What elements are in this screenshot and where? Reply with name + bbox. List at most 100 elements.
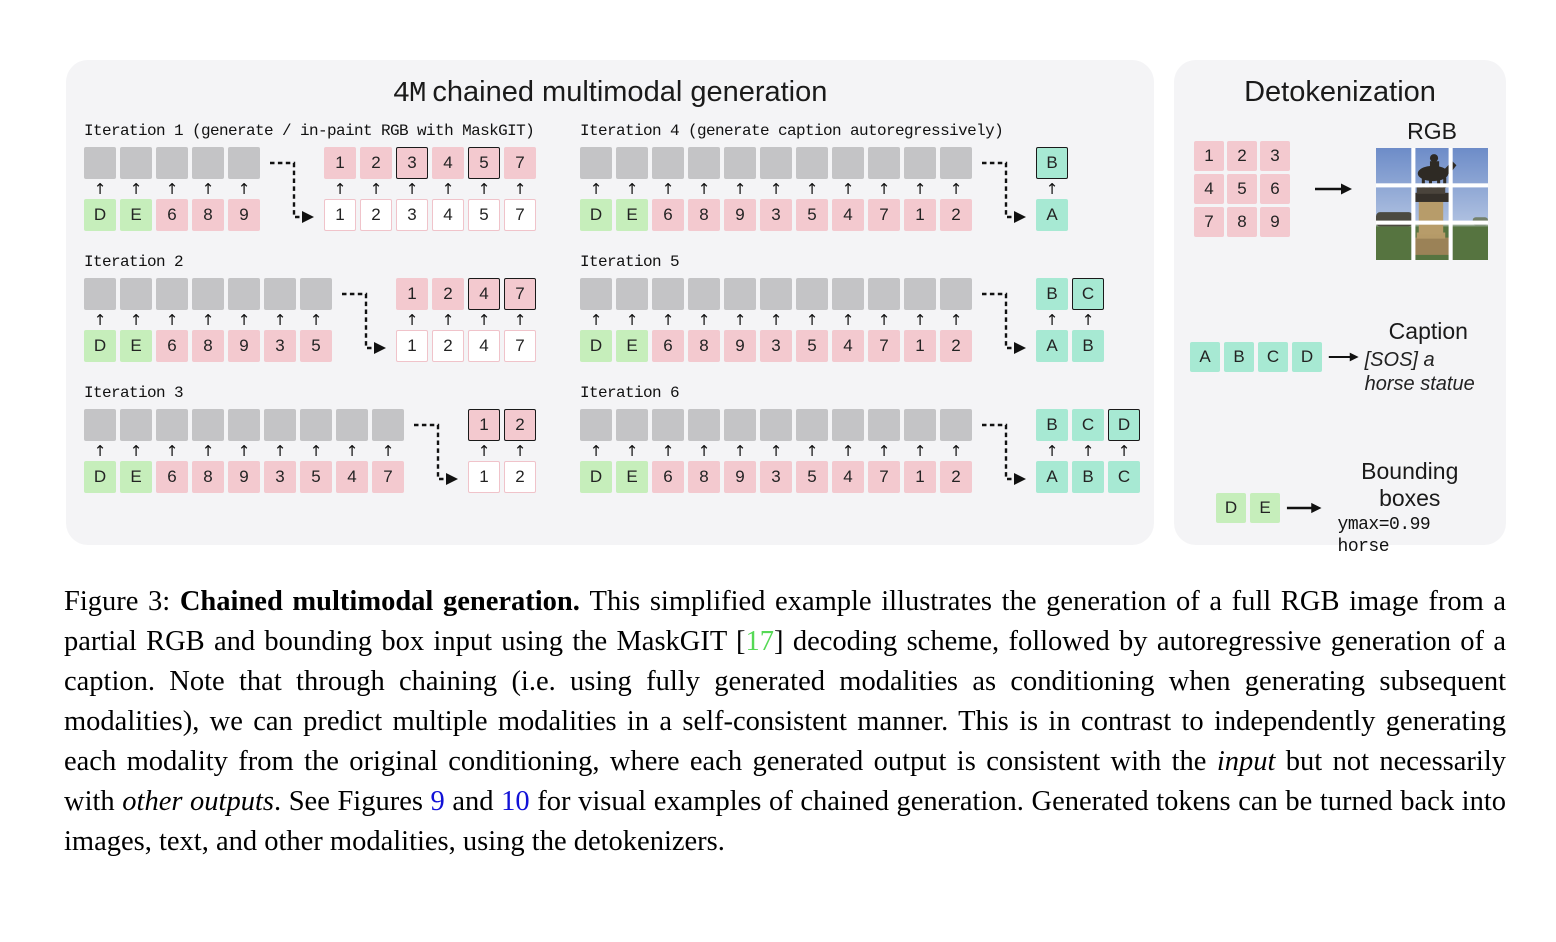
token-cell: 1 <box>396 278 428 310</box>
token-cell: 8 <box>688 199 720 231</box>
up-arrow-icon: ↑ <box>913 179 927 198</box>
token-cell: 4 <box>832 199 864 231</box>
token-cell: 8 <box>192 199 224 231</box>
token-cell: D <box>1108 409 1140 441</box>
reference-link[interactable]: 10 <box>501 786 530 817</box>
token-cell: 1 <box>904 461 936 493</box>
masked-token-cell <box>724 278 756 310</box>
token-cell: 4 <box>336 461 368 493</box>
up-arrow-icon: ↑ <box>769 179 783 198</box>
masked-token-cell <box>940 409 972 441</box>
masked-token-cell <box>156 409 188 441</box>
dashed-flow-arrow <box>980 278 1028 369</box>
up-arrow-icon: ↑ <box>733 310 747 329</box>
token-cell: 5 <box>468 147 500 179</box>
up-arrow-icon: ↑ <box>477 179 491 198</box>
token-cell: 8 <box>688 461 720 493</box>
up-arrow-icon: ↑ <box>477 441 491 460</box>
masked-token-cell <box>760 409 792 441</box>
masked-token-cell <box>228 147 260 179</box>
reference-link[interactable]: 17 <box>745 626 775 657</box>
masked-token-cell <box>228 409 260 441</box>
token-cell: D <box>84 330 116 362</box>
up-arrow-icon: ↑ <box>733 441 747 460</box>
up-arrow-icon: ↑ <box>805 310 819 329</box>
figure-caption: Figure 3: Chained multimodal generation.… <box>64 582 1506 862</box>
token-cell: A <box>1190 342 1220 372</box>
token-cell: E <box>120 461 152 493</box>
token-cell: 9 <box>228 199 260 231</box>
up-arrow-icon: ↑ <box>877 441 891 460</box>
masked-token-cell <box>580 409 612 441</box>
caption-text: Figure 3: <box>64 586 180 617</box>
token-cell: C <box>1258 342 1288 372</box>
up-arrow-icon: ↑ <box>697 441 711 460</box>
dashed-flow-arrow <box>412 409 460 500</box>
token-cell: 1 <box>324 199 356 231</box>
rgb-label: RGB <box>1407 118 1457 144</box>
up-arrow-icon: ↑ <box>405 179 419 198</box>
token-cell: 1 <box>904 330 936 362</box>
up-arrow-icon: ↑ <box>201 310 215 329</box>
masked-token-cell <box>724 147 756 179</box>
caption-text: Chained multimodal generation. <box>179 586 590 617</box>
masked-token-cell <box>904 278 936 310</box>
token-cell: 5 <box>796 330 828 362</box>
token-cell: 1 <box>468 461 500 493</box>
up-arrow-icon: ↑ <box>309 441 323 460</box>
caption-text: . See Figures <box>273 786 431 817</box>
token-cell: 7 <box>504 147 536 179</box>
reference-link[interactable]: 9 <box>430 786 445 817</box>
token-cell: 2 <box>432 330 464 362</box>
iteration-3: Iteration 3 ↑ ↑ ↑ ↑ ↑ ↑ ↑ ↑ ↑ D E 6 8 9 3 5 4 7 1 2 ↑ ↑ 1 2 <box>84 384 552 500</box>
token-cell: 7 <box>504 199 536 231</box>
token-cell: E <box>120 330 152 362</box>
token-cell: 2 <box>940 330 972 362</box>
token-cell: 7 <box>504 330 536 362</box>
up-arrow-icon: ↑ <box>1045 441 1059 460</box>
token-cell: 1 <box>1194 141 1224 171</box>
token-cell: 4 <box>1194 174 1224 204</box>
up-arrow-icon: ↑ <box>949 441 963 460</box>
token-cell: 5 <box>796 199 828 231</box>
token-cell: 4 <box>468 330 500 362</box>
token-cell: 6 <box>156 461 188 493</box>
up-arrow-icon: ↑ <box>237 310 251 329</box>
up-arrow-icon: ↑ <box>345 441 359 460</box>
up-arrow-icon: ↑ <box>405 310 419 329</box>
token-cell: D <box>84 199 116 231</box>
up-arrow-icon: ↑ <box>309 310 323 329</box>
masked-token-cell <box>192 409 224 441</box>
up-arrow-icon: ↑ <box>913 310 927 329</box>
up-arrow-icon: ↑ <box>877 179 891 198</box>
token-cell: C <box>1108 461 1140 493</box>
iteration-label: Iteration 4 (generate caption autoregres… <box>580 122 1004 140</box>
rgb-image <box>1376 148 1488 260</box>
iteration-5: Iteration 5 ↑ ↑ ↑ ↑ ↑ ↑ ↑ ↑ ↑ ↑ ↑ D E 6 8 9 3 5 4 7 1 2 B C ↑ ↑ A B <box>580 253 1140 369</box>
token-cell: 3 <box>396 199 428 231</box>
token-cell: A <box>1036 461 1068 493</box>
up-arrow-icon: ↑ <box>513 310 527 329</box>
dashed-flow-arrow <box>268 147 316 238</box>
masked-token-cell <box>264 278 296 310</box>
masked-token-cell <box>156 278 188 310</box>
token-cell: C <box>1072 278 1104 310</box>
iteration-1: Iteration 1 (generate / in-paint RGB wit… <box>84 122 552 238</box>
masked-token-cell <box>300 278 332 310</box>
token-cell: 8 <box>192 461 224 493</box>
up-arrow-icon: ↑ <box>805 441 819 460</box>
token-cell: 7 <box>1194 207 1224 237</box>
token-cell: 2 <box>1227 141 1257 171</box>
up-arrow-icon: ↑ <box>441 310 455 329</box>
token-cell: 3 <box>760 461 792 493</box>
masked-token-cell <box>652 278 684 310</box>
masked-token-cell <box>688 278 720 310</box>
token-cell: 2 <box>940 461 972 493</box>
up-arrow-icon: ↑ <box>477 310 491 329</box>
token-cell: D <box>1292 342 1322 372</box>
token-cell: 8 <box>192 330 224 362</box>
iterations-grid: Iteration 1 (generate / in-paint RGB wit… <box>84 122 1140 500</box>
